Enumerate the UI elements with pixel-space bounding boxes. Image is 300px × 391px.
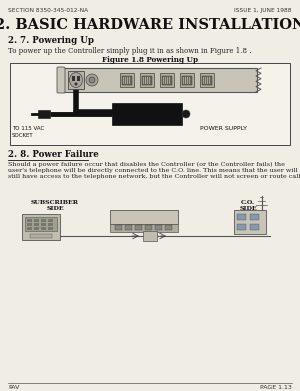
- Bar: [207, 77, 208, 84]
- Bar: [202, 76, 212, 85]
- Bar: [182, 76, 192, 85]
- Bar: [143, 77, 144, 84]
- Bar: [183, 77, 184, 84]
- Bar: [129, 77, 130, 84]
- Bar: [62, 68, 257, 92]
- Bar: [22, 214, 60, 240]
- Text: To power up the Controller simply plug it in as shown in Figure 1.8 .: To power up the Controller simply plug i…: [8, 47, 251, 55]
- Text: Figure 1.8 Powering Up: Figure 1.8 Powering Up: [102, 56, 198, 64]
- Bar: [155, 225, 162, 230]
- Text: Should a power failure occur that disables the Controller (or the Controller fai: Should a power failure occur that disabl…: [8, 162, 300, 179]
- Bar: [41, 219, 46, 222]
- Bar: [169, 77, 170, 84]
- Bar: [143, 231, 157, 241]
- Bar: [120, 73, 134, 87]
- Bar: [209, 77, 210, 84]
- Bar: [147, 77, 148, 84]
- Bar: [27, 227, 32, 230]
- Bar: [112, 103, 182, 125]
- Text: ISSUE 1, JUNE 1988: ISSUE 1, JUNE 1988: [235, 8, 292, 13]
- Bar: [77, 76, 80, 81]
- Bar: [187, 77, 188, 84]
- Bar: [48, 219, 53, 222]
- Bar: [25, 217, 57, 231]
- Bar: [189, 77, 190, 84]
- Bar: [149, 77, 150, 84]
- Circle shape: [74, 83, 77, 86]
- Text: C.O.
SIDE: C.O. SIDE: [239, 200, 257, 211]
- Bar: [237, 214, 246, 220]
- Text: 2. 8. Power Failure: 2. 8. Power Failure: [8, 150, 99, 159]
- Bar: [250, 224, 259, 230]
- Bar: [205, 77, 206, 84]
- Bar: [165, 77, 166, 84]
- Bar: [115, 225, 122, 230]
- Ellipse shape: [70, 72, 83, 88]
- Bar: [185, 77, 186, 84]
- Bar: [10, 63, 290, 145]
- Circle shape: [86, 74, 98, 86]
- Bar: [163, 77, 164, 84]
- Bar: [162, 76, 172, 85]
- Bar: [145, 77, 146, 84]
- Text: POWER SUPPLY: POWER SUPPLY: [200, 126, 247, 131]
- Text: 2. BASIC HARDWARE INSTALLATION: 2. BASIC HARDWARE INSTALLATION: [0, 18, 300, 32]
- Bar: [142, 76, 152, 85]
- Bar: [125, 225, 132, 230]
- Bar: [41, 223, 46, 226]
- Text: TO 115 VAC
SOCKET: TO 115 VAC SOCKET: [12, 126, 44, 138]
- Bar: [145, 225, 152, 230]
- Bar: [34, 227, 39, 230]
- Bar: [200, 73, 214, 87]
- FancyBboxPatch shape: [57, 67, 65, 93]
- Bar: [68, 71, 84, 89]
- Bar: [48, 227, 53, 230]
- Bar: [30, 234, 52, 238]
- Text: SUBSCRIBER
SIDE: SUBSCRIBER SIDE: [31, 200, 79, 211]
- Text: 2. 7. Powering Up: 2. 7. Powering Up: [8, 36, 94, 45]
- Bar: [122, 76, 132, 85]
- Bar: [41, 227, 46, 230]
- Bar: [135, 225, 142, 230]
- Bar: [48, 223, 53, 226]
- Bar: [250, 214, 259, 220]
- Bar: [27, 219, 32, 222]
- Text: SECTION 8350-345-012-NA: SECTION 8350-345-012-NA: [8, 8, 88, 13]
- Circle shape: [182, 110, 190, 118]
- Circle shape: [89, 77, 95, 83]
- Bar: [34, 219, 39, 222]
- Text: PAGE 1.13: PAGE 1.13: [260, 385, 292, 390]
- Bar: [167, 77, 168, 84]
- Bar: [110, 210, 178, 224]
- Bar: [203, 77, 204, 84]
- Bar: [165, 225, 172, 230]
- Bar: [123, 77, 124, 84]
- Text: PAV: PAV: [8, 385, 20, 390]
- Bar: [27, 223, 32, 226]
- Bar: [72, 76, 74, 81]
- Bar: [180, 73, 194, 87]
- Bar: [127, 77, 128, 84]
- Bar: [110, 224, 178, 232]
- Bar: [34, 223, 39, 226]
- Bar: [237, 224, 246, 230]
- Bar: [140, 73, 154, 87]
- Bar: [160, 73, 174, 87]
- Bar: [38, 110, 50, 118]
- Bar: [125, 77, 126, 84]
- Bar: [234, 210, 266, 234]
